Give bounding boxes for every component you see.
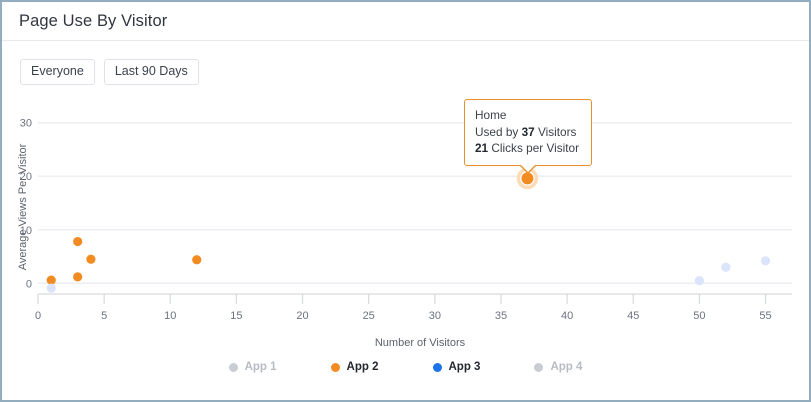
legend-item-app-4[interactable]: App 4 (534, 361, 583, 374)
legend-label: App 1 (244, 361, 277, 373)
x-axis-tick-label: 25 (363, 310, 375, 322)
tooltip-visitors-line: Used by 37 Visitors (475, 124, 581, 141)
chart-legend: App 1 App 2 App 3 App 4 (2, 361, 809, 374)
filter-bar: Everyone Last 90 Days (20, 59, 199, 85)
legend-item-app-1[interactable]: App 1 (228, 361, 277, 374)
x-axis-label: Number of Visitors (375, 337, 466, 349)
legend-dot-icon (228, 363, 238, 373)
tooltip-page-name: Home (475, 108, 507, 122)
legend-dot-icon (432, 363, 442, 373)
data-point[interactable] (86, 254, 96, 264)
x-axis-ticks: 0 5 10 15 20 25 30 35 40 45 50 55 (35, 294, 772, 322)
data-points (46, 167, 771, 293)
x-axis-tick-label: 20 (296, 310, 308, 322)
tooltip-visitors-value: 37 (521, 124, 535, 139)
legend-label: App 4 (550, 361, 583, 373)
audience-filter-button[interactable]: Everyone (20, 59, 95, 85)
data-point[interactable] (73, 272, 83, 282)
tooltip-visitors-prefix: Used by (475, 124, 522, 139)
y-axis-tick-label: 0 (26, 278, 32, 290)
data-point[interactable] (46, 275, 56, 285)
legend-item-app-2[interactable]: App 2 (330, 361, 379, 374)
legend-label: App 2 (346, 361, 379, 373)
legend-dot-icon (534, 363, 544, 373)
page-title: Page Use By Visitor (19, 11, 168, 30)
legend-item-app-3[interactable]: App 3 (432, 361, 481, 374)
legend-label: App 3 (448, 361, 481, 373)
card-header: Page Use By Visitor (2, 2, 809, 41)
data-point[interactable] (694, 276, 705, 286)
x-axis-tick-label: 5 (101, 310, 107, 322)
x-axis-tick-label: 45 (627, 310, 639, 322)
data-point-tooltip: Home Used by 37 Visitors 21 Clicks per V… (464, 99, 592, 174)
x-axis-tick-label: 55 (759, 310, 771, 322)
tooltip-clicks-line: 21 Clicks per Visitor (475, 140, 581, 157)
y-axis-tick-label: 20 (20, 171, 32, 183)
tooltip-arrow-inner (520, 163, 536, 172)
legend-dot-icon (330, 363, 340, 373)
gridlines (38, 121, 792, 285)
x-axis-tick-label: 40 (561, 310, 573, 322)
x-axis-tick-label: 30 (429, 310, 441, 322)
y-axis-tick-label: 10 (20, 225, 32, 237)
y-axis-label: Average Views Per Visitor (17, 143, 29, 270)
data-point[interactable] (721, 262, 731, 272)
x-axis-tick-label: 10 (164, 310, 176, 322)
data-point[interactable] (73, 236, 83, 247)
x-axis-tick-label: 35 (495, 310, 507, 322)
x-axis-tick-label: 50 (693, 310, 705, 322)
tooltip-clicks-value: 21 (475, 141, 489, 155)
data-point[interactable] (192, 255, 202, 265)
y-axis-tick-labels: 0 10 20 30 (20, 118, 32, 291)
date-range-filter-button[interactable]: Last 90 Days (103, 59, 199, 85)
y-axis-tick-label: 30 (20, 118, 32, 130)
x-axis-tick-label: 0 (35, 310, 41, 322)
tooltip-visitors-suffix: Visitors (534, 124, 577, 139)
x-axis-tick-label: 15 (230, 310, 242, 322)
data-point-highlighted[interactable] (521, 172, 534, 185)
data-point[interactable] (760, 256, 771, 266)
tooltip-clicks-suffix: Clicks per Visitor (488, 141, 580, 155)
data-point[interactable] (46, 283, 56, 293)
